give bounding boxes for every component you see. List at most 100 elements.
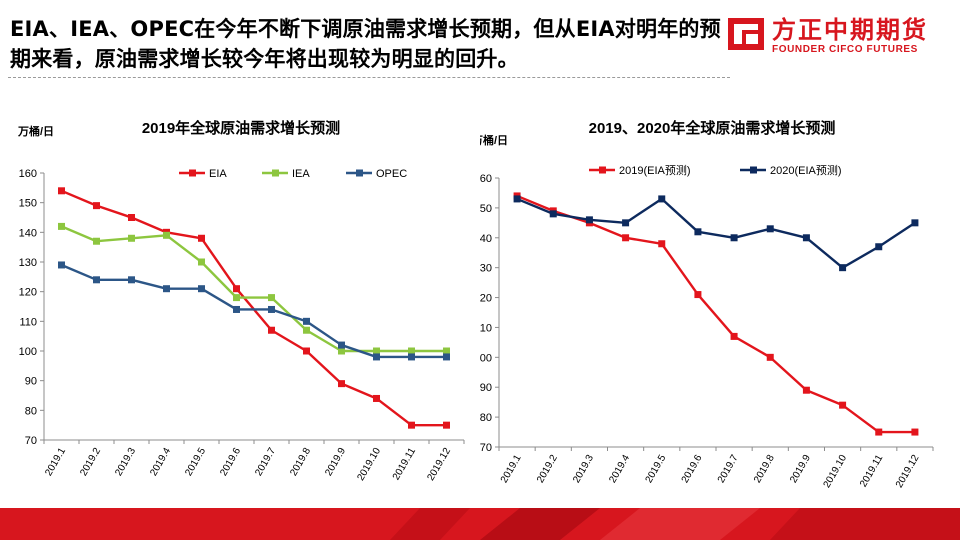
data-point	[911, 428, 919, 436]
chart-title: 2019、2020年全球原油需求增长预测	[589, 119, 836, 137]
x-tick-label: 2019.8	[288, 446, 313, 478]
x-tick-label: 2019.4	[148, 446, 173, 478]
series-line	[516, 194, 915, 434]
data-point	[373, 353, 380, 361]
x-tick-label: 2019.1	[499, 453, 524, 485]
data-point	[408, 347, 415, 355]
x-tick-label: 2019.6	[680, 453, 705, 485]
data-point	[839, 401, 847, 409]
data-point	[408, 421, 415, 429]
y-tick-label: 130	[480, 263, 492, 275]
logo-english-text: FOUNDER CIFCO FUTURES	[772, 44, 918, 55]
data-point	[911, 219, 919, 227]
data-point	[443, 347, 450, 355]
x-tick-label: 2019.3	[571, 453, 596, 485]
series-0	[513, 192, 919, 436]
data-point	[622, 219, 630, 227]
y-tick-label: 90	[480, 382, 492, 394]
data-point	[338, 341, 345, 349]
series-line	[61, 263, 447, 359]
y-tick-label: 130	[19, 257, 37, 269]
x-tick-label: 2019.5	[644, 453, 669, 485]
data-point	[802, 386, 810, 394]
footer-bar	[0, 508, 960, 540]
data-point	[303, 317, 310, 325]
data-point	[268, 294, 275, 302]
series-1	[58, 222, 450, 355]
logo-chinese-text: 方正中期期货	[772, 16, 928, 44]
y-tick-label: 160	[480, 173, 492, 185]
y-tick-label: 70	[480, 442, 492, 454]
legend-label: OPEC	[376, 168, 407, 180]
data-point	[128, 214, 135, 221]
data-point	[198, 234, 205, 242]
data-point	[303, 326, 310, 334]
headline: EIA、IEA、OPEC在今年不断下调原油需求增长预期，但从EIA对明年的预期来…	[10, 17, 721, 71]
data-point	[373, 394, 380, 402]
legend-swatch-marker	[272, 169, 279, 177]
y-tick-label: 80	[480, 412, 492, 424]
data-point	[373, 347, 380, 355]
data-point	[585, 216, 593, 224]
data-point	[513, 195, 521, 203]
x-tick-label: 2019.9	[788, 453, 813, 485]
data-point	[875, 428, 883, 436]
data-point	[622, 234, 630, 242]
legend-label: IEA	[292, 168, 310, 180]
data-point	[233, 305, 240, 313]
x-tick-label: 2019.12	[425, 446, 453, 483]
x-tick-label: 2019.11	[858, 453, 885, 490]
y-tick-label: 140	[480, 233, 492, 245]
y-tick-label: 120	[19, 287, 37, 299]
data-point	[303, 347, 310, 355]
data-point	[802, 234, 810, 242]
y-tick-label: 90	[25, 376, 37, 388]
data-point	[443, 421, 450, 429]
legend-label: EIA	[209, 168, 227, 180]
data-point	[198, 285, 205, 293]
x-tick-label: 2019.12	[894, 453, 922, 490]
data-point	[549, 210, 557, 218]
legend-label: 2019(EIA预测)	[619, 164, 691, 177]
legend-label: 2020(EIA预测)	[770, 164, 842, 177]
data-point	[163, 231, 170, 239]
x-tick-label: 2019.3	[113, 446, 138, 478]
data-point	[93, 202, 100, 210]
series-1	[513, 195, 919, 272]
data-point	[93, 276, 100, 284]
data-point	[338, 380, 345, 388]
chart-2019-2020-demand-forecast: 2019、2020年全球原油需求增长预测万桶/日 160 150 140 130 120 1…	[480, 119, 934, 490]
x-tick-label: 2019.11	[391, 446, 418, 483]
series-2	[58, 261, 450, 361]
y-tick-label: 140	[19, 227, 37, 239]
y-axis-label: 万桶/日	[17, 124, 54, 138]
data-point	[93, 237, 100, 245]
data-point	[128, 234, 135, 242]
y-tick-label: 150	[480, 203, 492, 215]
legend-swatch-marker	[599, 166, 606, 174]
data-point	[839, 264, 847, 272]
legend-swatch-marker	[750, 166, 757, 174]
chart-title: 2019年全球原油需求增长预测	[142, 119, 340, 137]
series-line	[61, 189, 447, 427]
series-line	[516, 197, 916, 269]
data-point	[268, 305, 275, 313]
y-tick-label: 110	[19, 316, 37, 328]
x-tick-label: 2019.2	[78, 446, 103, 478]
y-tick-label: 110	[480, 322, 492, 334]
company-logo: 方正中期期货 FOUNDER CIFCO FUTURES	[728, 16, 953, 56]
x-tick-label: 2019.6	[218, 446, 243, 478]
x-tick-label: 2019.1	[43, 446, 68, 478]
data-point	[694, 228, 702, 236]
x-tick-label: 2019.10	[822, 453, 850, 490]
x-tick-label: 2019.8	[752, 453, 777, 485]
x-tick-label: 2019.2	[535, 453, 560, 485]
data-point	[338, 347, 345, 355]
x-tick-label: 2019.5	[183, 446, 208, 478]
founder-cifco-logo-icon	[728, 18, 764, 50]
header-divider	[8, 77, 730, 78]
data-point	[658, 240, 666, 248]
data-point	[268, 326, 275, 334]
data-point	[658, 195, 666, 203]
legend-swatch-marker	[189, 169, 196, 177]
